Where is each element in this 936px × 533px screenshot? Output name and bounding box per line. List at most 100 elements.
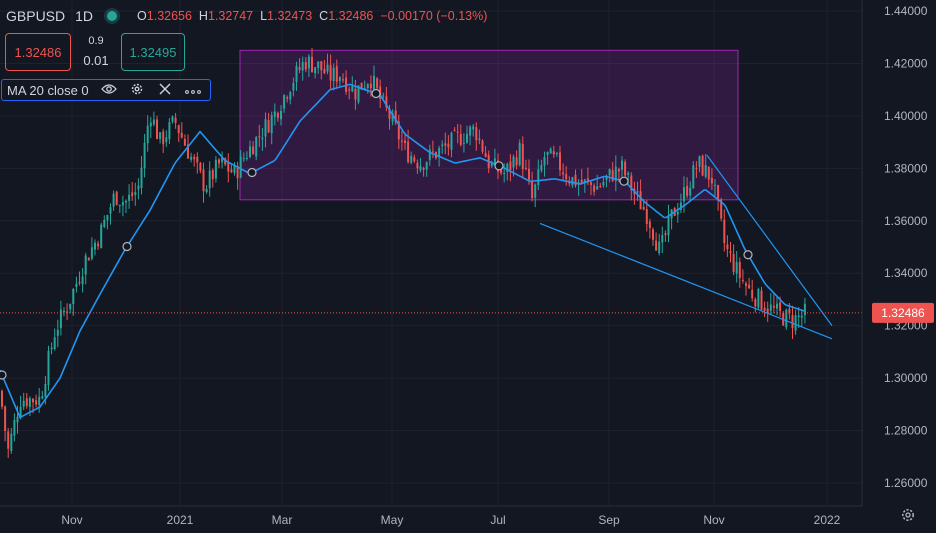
- candle-body: [332, 67, 335, 82]
- candle-body: [81, 276, 84, 285]
- candle-body: [559, 152, 561, 171]
- buy-button[interactable]: 1.32495: [121, 33, 185, 71]
- x-tick-label: Nov: [61, 513, 82, 527]
- candle-body: [366, 84, 369, 88]
- y-tick-label: 1.28000: [884, 424, 928, 438]
- candle-body: [280, 111, 282, 120]
- candle-body: [47, 350, 50, 385]
- candle-body: [642, 206, 645, 210]
- candle-body: [373, 75, 375, 90]
- candle-body: [1, 390, 3, 407]
- candle-body: [267, 120, 270, 133]
- candle-body: [748, 284, 751, 289]
- symbol-name[interactable]: GBPUSD: [6, 8, 66, 24]
- candle-body: [512, 156, 515, 168]
- chart-settings-icon[interactable]: [900, 507, 916, 528]
- candle-body: [738, 261, 741, 278]
- candle-body: [546, 151, 549, 155]
- candle-body: [258, 136, 261, 138]
- ma-point: [619, 176, 629, 186]
- candle-body: [788, 308, 791, 314]
- candle-body: [311, 56, 313, 72]
- candle-body: [459, 133, 462, 145]
- candle-body: [193, 156, 196, 160]
- candle-body: [69, 303, 72, 310]
- eye-icon[interactable]: [100, 83, 117, 98]
- candle-body: [230, 169, 233, 173]
- candle-body: [723, 219, 726, 244]
- sell-button[interactable]: 1.32486: [5, 33, 71, 71]
- candle-body: [394, 110, 397, 123]
- timeframe[interactable]: 1D: [75, 8, 94, 24]
- ma-20-line: [0, 83, 805, 419]
- candle-body: [106, 214, 109, 221]
- candle-body: [472, 126, 475, 130]
- candle-body: [115, 191, 118, 205]
- y-tick-label: 1.30000: [884, 371, 928, 385]
- spread-info: 0.9 0.01: [76, 33, 116, 71]
- candle-body: [707, 166, 710, 180]
- indicator-legend[interactable]: MA 20 close 0: [1, 79, 211, 101]
- candle-body: [599, 186, 602, 188]
- candle-body: [704, 165, 707, 177]
- candle-body: [4, 406, 7, 431]
- candle-body: [800, 315, 803, 318]
- candle-body: [363, 87, 366, 90]
- candle-body: [521, 143, 524, 170]
- candle-body: [652, 229, 654, 240]
- close-icon[interactable]: [157, 83, 173, 98]
- candle-body: [580, 179, 583, 184]
- range-rectangle: [239, 49, 739, 201]
- candle-body: [180, 132, 183, 138]
- candle-body: [382, 95, 385, 97]
- candle-body: [701, 155, 704, 176]
- candle-body: [295, 65, 298, 83]
- candle-body: [32, 398, 34, 403]
- candle-body: [776, 303, 778, 309]
- candle-body: [803, 303, 806, 316]
- spread-bottom[interactable]: 0.01: [83, 53, 109, 68]
- candle-body: [397, 121, 400, 140]
- candle-body: [605, 175, 608, 180]
- candle-body: [571, 177, 574, 186]
- candle-body: [692, 165, 695, 188]
- candle-body: [602, 182, 605, 186]
- candle-body: [252, 146, 255, 155]
- more-icon[interactable]: [184, 83, 201, 98]
- candle-body: [645, 209, 648, 224]
- candle-body: [289, 92, 292, 100]
- candle-body: [245, 157, 248, 159]
- candle-body: [214, 159, 217, 179]
- trend-lines: [0, 154, 862, 340]
- gear-icon[interactable]: [129, 82, 145, 99]
- candle-body: [109, 207, 112, 214]
- candle-body: [239, 156, 242, 178]
- candle-body: [19, 407, 22, 418]
- candle-body: [301, 62, 304, 71]
- candle-body: [320, 61, 323, 71]
- candle-body: [794, 315, 797, 331]
- candle-body: [769, 304, 772, 312]
- candle-body: [357, 85, 360, 103]
- ma-point: [743, 250, 753, 260]
- price-axis: [862, 0, 936, 533]
- candle-body: [326, 64, 329, 72]
- candle-body: [735, 262, 738, 274]
- candle-body: [168, 122, 171, 140]
- candle-body: [593, 185, 596, 192]
- candle-body: [543, 157, 546, 166]
- candle-body: [425, 162, 428, 170]
- ma-point: [494, 161, 504, 171]
- candle-body: [763, 307, 766, 311]
- candle-body: [59, 309, 62, 328]
- candle-body: [484, 152, 487, 158]
- range-box: [239, 49, 739, 201]
- candle-body: [549, 148, 552, 154]
- x-tick-label: 2021: [167, 513, 194, 527]
- candle-body: [10, 433, 13, 452]
- candle-body: [720, 199, 723, 219]
- candle-body: [242, 158, 245, 160]
- candle-body: [329, 65, 332, 81]
- y-tick-label: 1.38000: [884, 161, 928, 175]
